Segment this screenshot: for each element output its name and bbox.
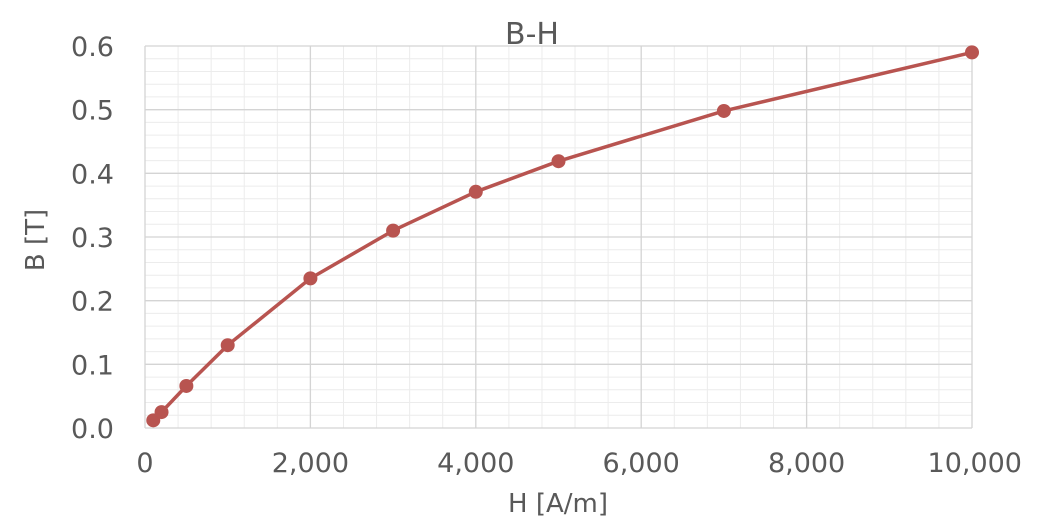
y-tick-label: 0.0 <box>71 414 114 445</box>
x-tick-label: 4,000 <box>437 448 514 479</box>
data-point <box>386 223 401 238</box>
y-tick-label: 0.1 <box>71 350 114 381</box>
y-tick-label: 0.6 <box>71 32 114 63</box>
x-tick-label: 0 <box>136 448 153 479</box>
y-tick-label: 0.2 <box>71 287 114 318</box>
x-tick-labels: 0 2,000 4,000 6,000 8,000 10,000 <box>136 448 1022 479</box>
series-layer <box>146 45 979 428</box>
chart-title: B-H <box>505 17 559 52</box>
x-tick-label: 2,000 <box>272 448 349 479</box>
major-grid <box>144 45 973 429</box>
y-tick-label: 0.5 <box>71 96 114 127</box>
data-point <box>154 405 169 420</box>
data-point <box>468 184 483 199</box>
x-tick-label: 8,000 <box>768 448 845 479</box>
x-tick-label: 10,000 <box>928 448 1022 479</box>
x-axis-label: H [A/m] <box>508 489 608 519</box>
y-tick-label: 0.3 <box>71 223 114 254</box>
data-point <box>303 271 318 286</box>
data-point <box>179 378 194 393</box>
data-point <box>551 154 566 169</box>
y-tick-labels: 0.0 0.1 0.2 0.3 0.4 0.5 0.6 <box>71 32 114 445</box>
x-tick-label: 6,000 <box>603 448 680 479</box>
data-point <box>965 45 979 60</box>
y-axis-label: B [T] <box>21 209 51 271</box>
y-tick-label: 0.4 <box>71 159 114 190</box>
data-point <box>716 103 731 118</box>
series-line <box>152 50 973 422</box>
data-point <box>220 338 235 353</box>
